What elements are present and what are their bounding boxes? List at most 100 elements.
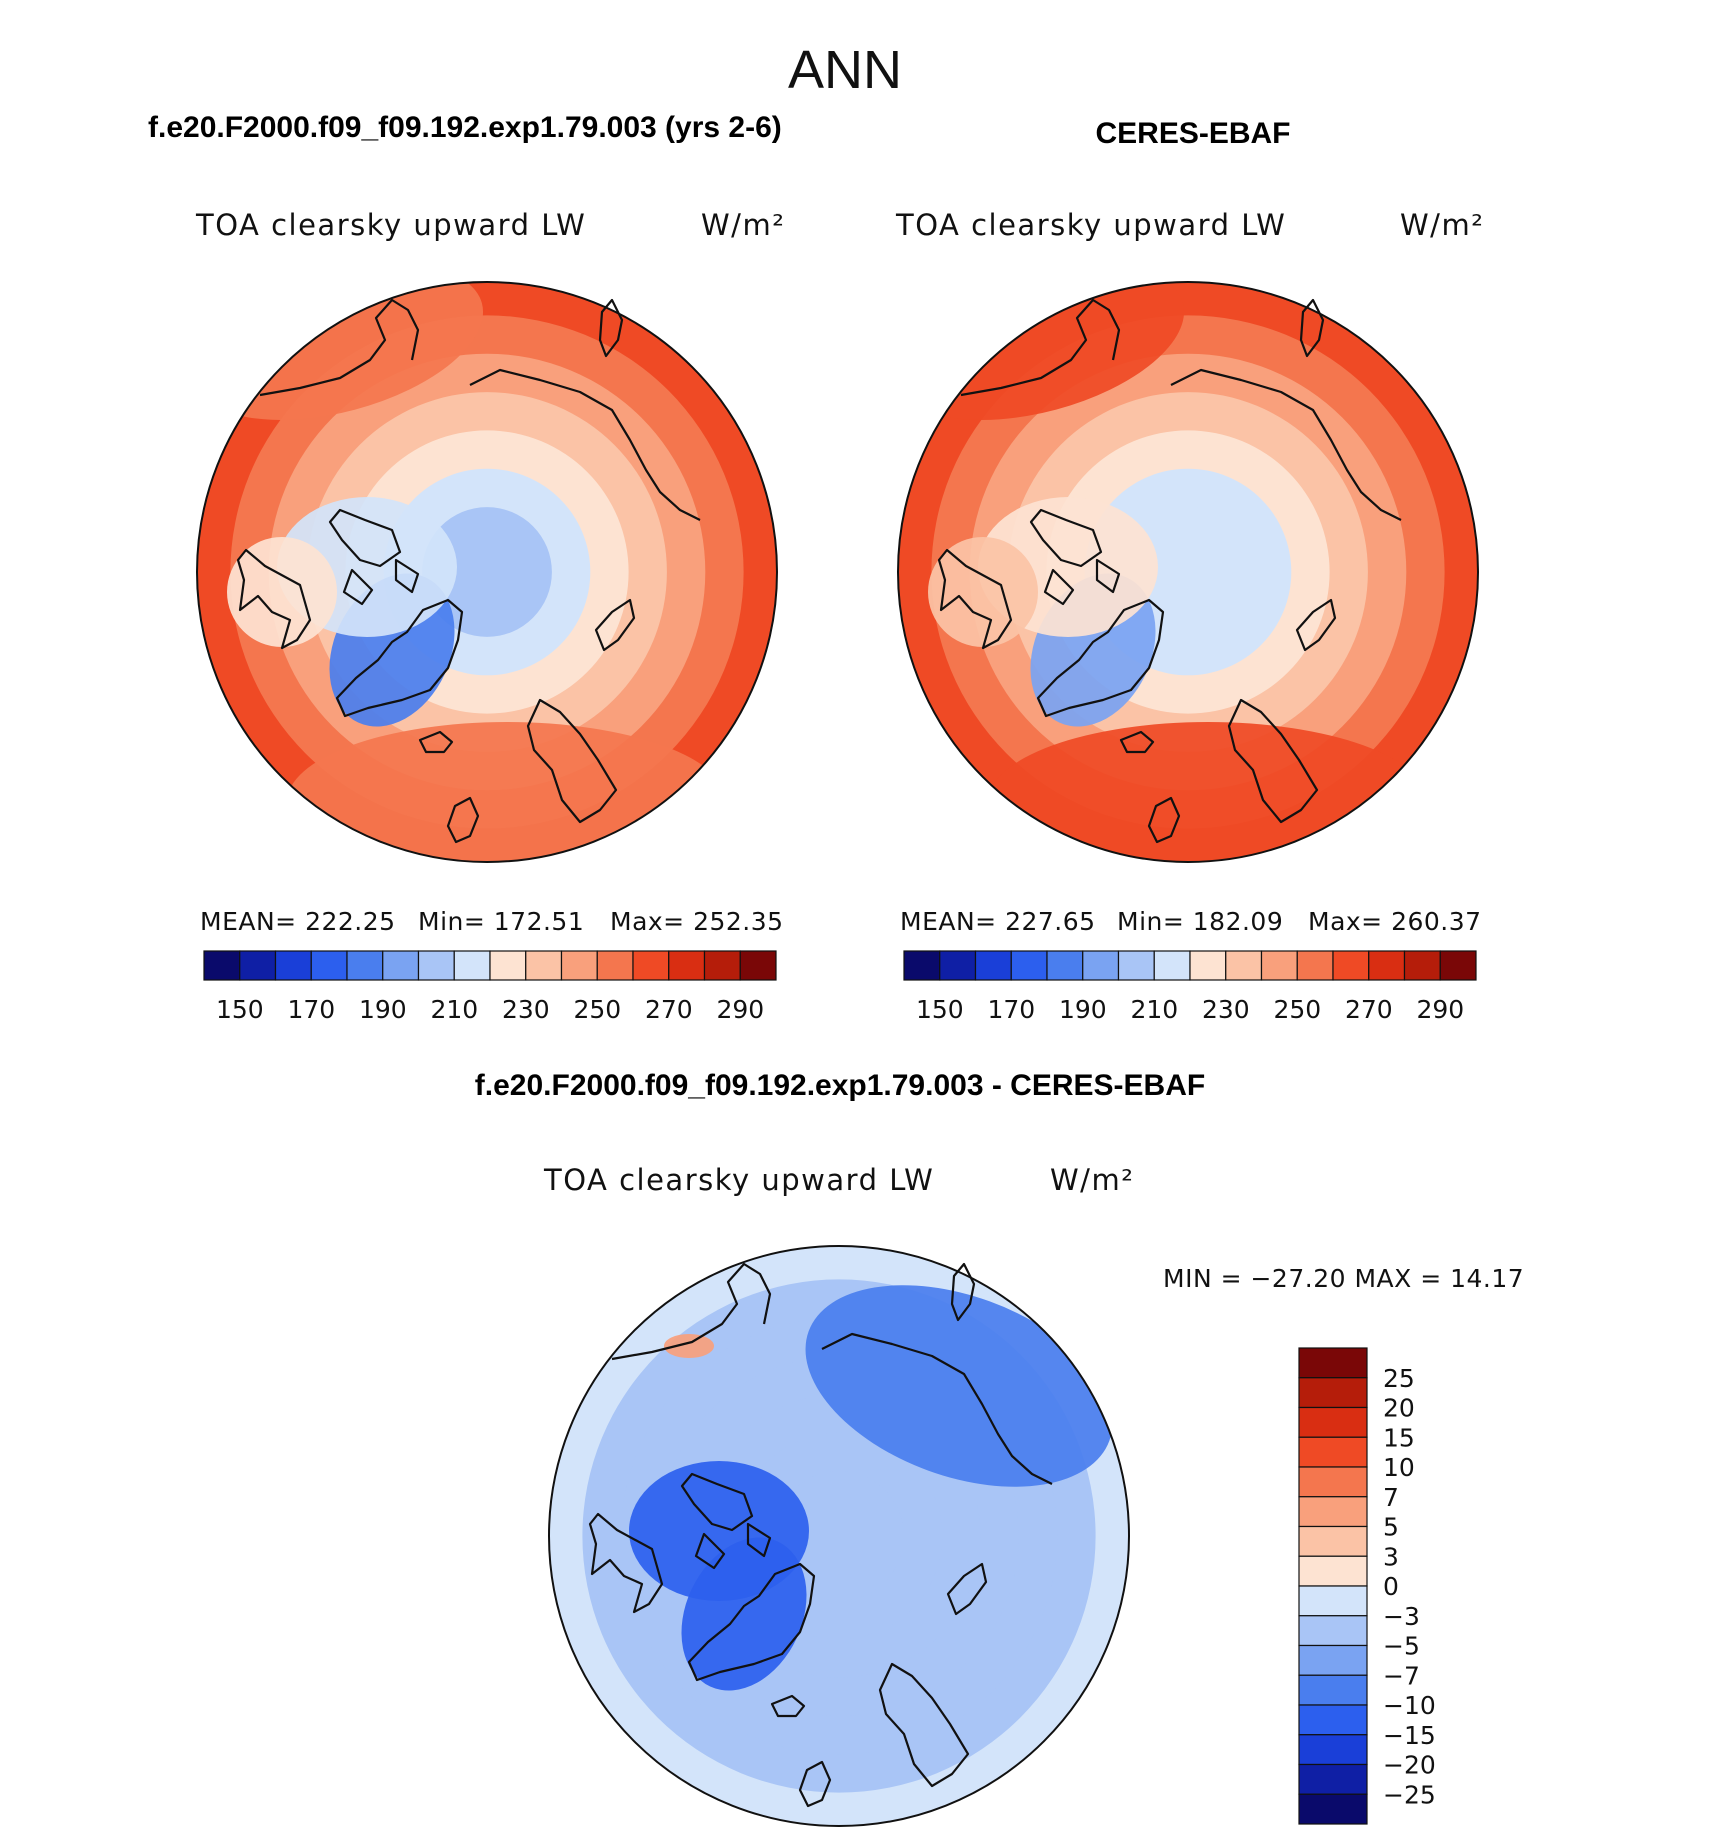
colorbar-swatch	[703, 950, 741, 981]
colorbar-swatch	[1298, 1555, 1368, 1587]
right-scandinavia-coast	[1227, 698, 1319, 824]
diff-greenland-coast	[687, 1562, 816, 1682]
colorbar-tick-label: 190	[359, 995, 407, 1024]
left-panel-header: f.e20.F2000.f09_f09.192.exp1.79.003 (yrs…	[148, 111, 782, 144]
field-feature	[629, 1461, 809, 1601]
colorbar-tick-label: 150	[216, 995, 264, 1024]
right-map-field	[898, 282, 1478, 862]
right-units-label: W/m²	[1400, 208, 1484, 242]
colorbar-tick-label: −10	[1383, 1691, 1436, 1720]
colorbar-swatch	[903, 950, 941, 981]
diff-map-outline	[548, 1245, 1130, 1827]
right-panel-header: CERES-EBAF	[1095, 117, 1290, 150]
figure-title: ANN	[788, 40, 902, 100]
colorbar-tick-label: 5	[1383, 1513, 1399, 1542]
field-feature	[805, 1285, 1113, 1487]
right-archipelago-coast	[1029, 508, 1121, 606]
left-siberia-coast	[469, 368, 701, 521]
diff-siberia-coast	[821, 1332, 1053, 1485]
diff-archipelago-coast	[680, 1472, 772, 1570]
colorbar-tick-label: 20	[1383, 1394, 1415, 1423]
colorbar-tick-label: 150	[916, 995, 964, 1024]
colorbar-tick-label: 210	[430, 995, 478, 1024]
colorbar-swatch	[489, 950, 527, 981]
colorbar-tick-label: 10	[1383, 1453, 1415, 1482]
colorbar-tick-label: 0	[1383, 1572, 1399, 1601]
diff-kamchatka-coast	[950, 1262, 976, 1322]
right-colorbar: 150 170 190 210 230 250 270 290	[903, 950, 1477, 1024]
colorbar-tick-label: 210	[1130, 995, 1178, 1024]
colorbar-swatch	[1298, 1644, 1368, 1676]
right-alaska-coast	[960, 298, 1121, 397]
diff-uk-coast	[798, 1760, 832, 1808]
left-min-stat: Min= 172.51	[418, 907, 584, 936]
colorbar-tick-label: 250	[1273, 995, 1321, 1024]
colorbar-swatch	[1298, 1704, 1368, 1736]
colorbar-tick-label: −3	[1383, 1602, 1420, 1631]
right-mean-stat: MEAN= 227.65	[900, 907, 1096, 936]
colorbar-swatch	[596, 950, 634, 981]
left-archipelago-coast	[328, 508, 420, 606]
diff-minmax-stat: MIN = −27.20 MAX = 14.17	[1163, 1264, 1524, 1293]
left-kamchatka-coast	[598, 298, 624, 358]
colorbar-swatch	[346, 950, 384, 981]
right-siberia-coast	[1170, 368, 1402, 521]
left-colorbar: 150 170 190 210 230 250 270 290	[203, 950, 777, 1024]
colorbar-swatch	[1010, 950, 1048, 981]
left-max-stat: Max= 252.35	[610, 907, 784, 936]
colorbar-swatch	[525, 950, 563, 981]
colorbar-swatch	[417, 950, 455, 981]
colorbar-swatch	[1298, 1377, 1368, 1409]
right-greenland-coast	[1036, 598, 1165, 718]
left-variable-label: TOA clearsky upward LW	[195, 208, 586, 242]
colorbar-tick-label: 25	[1383, 1364, 1415, 1393]
colorbar-tick-label: 15	[1383, 1423, 1415, 1452]
colorbar-swatch	[239, 950, 277, 981]
diff-units-label: W/m²	[1050, 1163, 1134, 1197]
diff-map-field	[549, 1246, 1129, 1826]
difference-panel: f.e20.F2000.f09_f09.192.exp1.79.003 - CE…	[475, 1069, 1524, 1827]
right-coastlines	[937, 298, 1402, 844]
colorbar-swatch	[1153, 950, 1191, 981]
diff-coastlines	[588, 1262, 1053, 1808]
right-novaya-zemlya-coast	[1295, 598, 1337, 652]
left-iceland-coast	[418, 730, 454, 754]
right-variable-label: TOA clearsky upward LW	[895, 208, 1286, 242]
colorbar-swatch	[453, 950, 491, 981]
colorbar-swatch	[274, 950, 312, 981]
colorbar-tick-label: 3	[1383, 1542, 1399, 1571]
colorbar-swatch	[739, 950, 777, 981]
field-feature	[664, 1334, 714, 1358]
colorbar-swatch	[974, 950, 1012, 981]
colorbar-swatch	[382, 950, 420, 981]
colorbar-swatch	[668, 950, 706, 981]
colorbar-swatch	[203, 950, 241, 981]
right-uk-coast	[1147, 796, 1181, 844]
colorbar-swatch	[1298, 1525, 1368, 1557]
colorbar-swatch	[1298, 1406, 1368, 1438]
right-iceland-coast	[1119, 730, 1155, 754]
colorbar-tick-label: 250	[573, 995, 621, 1024]
colorbar-swatch	[1298, 1436, 1368, 1468]
colorbar-tick-label: 230	[1202, 995, 1250, 1024]
colorbar-swatch	[1298, 1615, 1368, 1647]
diff-iceland-coast	[770, 1694, 806, 1718]
colorbar-tick-label: −15	[1383, 1721, 1436, 1750]
left-alaska-coast	[259, 298, 420, 397]
colorbar-swatch	[1332, 950, 1370, 981]
colorbar-swatch	[939, 950, 977, 981]
colorbar-swatch	[1298, 1466, 1368, 1498]
right-max-stat: Max= 260.37	[1308, 907, 1482, 936]
colorbar-swatch	[1046, 950, 1084, 981]
left-map-outline	[196, 281, 778, 863]
left-novaya-zemlya-coast	[594, 598, 636, 652]
colorbar-swatch	[1082, 950, 1120, 981]
colorbar-tick-label: 7	[1383, 1483, 1399, 1512]
colorbar-swatch	[1260, 950, 1298, 981]
colorbar-tick-label: 190	[1059, 995, 1107, 1024]
colorbar-swatch	[1403, 950, 1441, 981]
colorbar-swatch	[1298, 1734, 1368, 1766]
colorbar-swatch	[310, 950, 348, 981]
diff-novaya-zemlya-coast	[946, 1562, 988, 1616]
